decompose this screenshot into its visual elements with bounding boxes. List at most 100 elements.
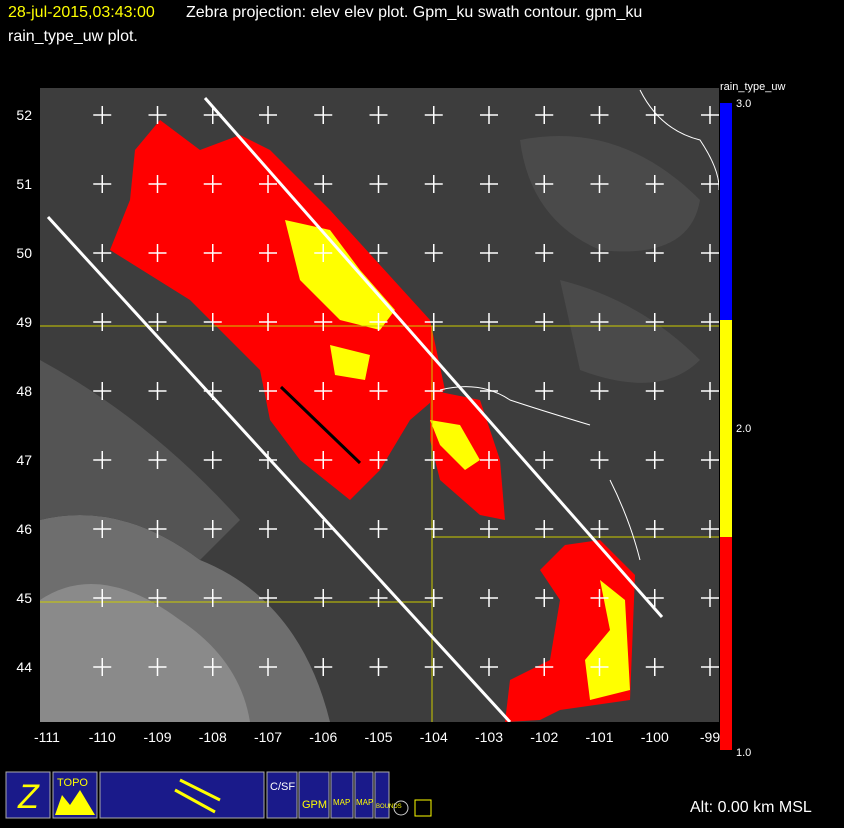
grid-cross xyxy=(369,106,388,124)
grid-cross xyxy=(590,382,609,400)
button[interactable] xyxy=(5,771,51,819)
grid-cross xyxy=(590,658,609,676)
grid-cross xyxy=(424,658,443,676)
lon-label: -108 xyxy=(199,729,227,745)
rain-area xyxy=(585,580,630,700)
toolbar: Z TOPO C/SF GPM MAP MAP BOUNDS xyxy=(5,771,432,819)
lat-label: 47 xyxy=(16,452,32,468)
grid-cross xyxy=(424,106,443,124)
grid-cross xyxy=(590,451,609,469)
grid-cross xyxy=(590,589,609,607)
button-label[interactable]: C/SF xyxy=(270,781,295,793)
grid-cross xyxy=(369,244,388,262)
swath-edge xyxy=(203,97,664,618)
lon-label: -102 xyxy=(530,729,558,745)
button-label[interactable]: Z xyxy=(17,778,40,816)
lat-label: 44 xyxy=(16,659,32,675)
grid-cross xyxy=(701,106,719,124)
grid-cross xyxy=(259,520,277,538)
timestamp: 28-jul-2015,03:43:00 xyxy=(8,4,155,21)
grid-cross xyxy=(259,175,277,193)
grid-cross xyxy=(314,175,333,193)
grid-cross xyxy=(480,244,498,262)
colorbar-tick: 1.0 xyxy=(736,747,751,759)
grid-cross xyxy=(148,175,167,193)
grid-cross xyxy=(148,658,167,676)
button[interactable] xyxy=(298,771,330,819)
grid-cross xyxy=(369,658,388,676)
grid-cross xyxy=(203,520,222,538)
grid-cross xyxy=(314,313,333,331)
button[interactable] xyxy=(330,771,354,819)
grid-cross xyxy=(535,382,554,400)
grid-cross xyxy=(645,106,664,124)
button[interactable] xyxy=(266,771,298,819)
grid-cross xyxy=(645,175,664,193)
grid-cross xyxy=(203,451,222,469)
button[interactable] xyxy=(374,771,390,819)
lon-label: -107 xyxy=(254,729,282,745)
lat-label: 49 xyxy=(16,314,32,330)
button-label[interactable]: GPM xyxy=(302,799,327,811)
grid-cross xyxy=(535,175,554,193)
lon-label: -106 xyxy=(309,729,337,745)
grid-cross xyxy=(535,589,554,607)
grid-cross xyxy=(93,520,112,538)
grid-cross xyxy=(701,520,719,538)
grid-cross xyxy=(148,313,167,331)
grid-cross xyxy=(424,589,443,607)
grid-cross xyxy=(701,175,719,193)
button-label[interactable]: BOUNDS xyxy=(376,804,402,810)
cross-section xyxy=(279,385,362,465)
grid-cross xyxy=(535,106,554,124)
lon-label: -101 xyxy=(585,729,613,745)
grid-cross xyxy=(590,175,609,193)
grid-cross xyxy=(148,106,167,124)
button-label[interactable]: MAP xyxy=(333,798,350,807)
grid-cross xyxy=(701,658,719,676)
button-label[interactable]: MAP xyxy=(356,798,373,807)
lon-label: -104 xyxy=(420,729,448,745)
rain-area xyxy=(330,345,370,380)
lat-label: 51 xyxy=(16,176,32,192)
grid-cross xyxy=(259,382,277,400)
grid-cross xyxy=(424,175,443,193)
lat-label: 48 xyxy=(16,383,32,399)
grid-cross xyxy=(645,382,664,400)
river xyxy=(439,89,719,561)
grid-cross xyxy=(535,313,554,331)
grid-cross xyxy=(259,451,277,469)
grid-cross xyxy=(93,106,112,124)
terrain xyxy=(520,136,700,252)
grid-cross xyxy=(480,589,498,607)
button[interactable] xyxy=(414,799,432,817)
grid-cross xyxy=(314,106,333,124)
grid-cross xyxy=(148,451,167,469)
colorbar-tick: 2.0 xyxy=(736,423,751,435)
terrain xyxy=(40,584,250,722)
grid-cross xyxy=(93,658,112,676)
button-label[interactable]: TOPO xyxy=(57,777,88,789)
terrain xyxy=(40,360,240,560)
lon-label: -103 xyxy=(475,729,503,745)
grid-cross xyxy=(701,589,719,607)
terrain xyxy=(560,280,700,383)
grid-cross xyxy=(480,520,498,538)
button[interactable] xyxy=(354,771,374,819)
grid-cross xyxy=(645,244,664,262)
grid-cross xyxy=(701,313,719,331)
grid-cross xyxy=(369,313,388,331)
swath-edge xyxy=(46,215,512,722)
grid-cross xyxy=(314,382,333,400)
grid-cross xyxy=(590,244,609,262)
grid-cross xyxy=(590,520,609,538)
button[interactable] xyxy=(393,800,409,816)
map xyxy=(40,88,719,722)
grid-cross xyxy=(590,106,609,124)
grid-cross xyxy=(369,451,388,469)
grid-cross xyxy=(203,382,222,400)
grid-cross xyxy=(424,244,443,262)
grid-cross xyxy=(701,382,719,400)
grid-cross xyxy=(93,244,112,262)
